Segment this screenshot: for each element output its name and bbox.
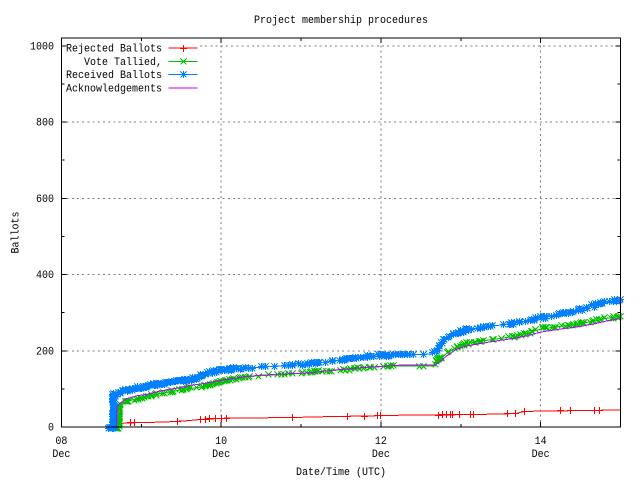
svg-text:Project membership procedures: Project membership procedures <box>254 15 428 27</box>
svg-text:800: 800 <box>36 118 54 130</box>
svg-text:Date/Time (UTC): Date/Time (UTC) <box>296 467 386 479</box>
svg-text:0: 0 <box>48 423 54 435</box>
svg-text:600: 600 <box>36 194 54 206</box>
svg-text:Dec: Dec <box>372 449 390 461</box>
svg-text:14: 14 <box>535 436 547 448</box>
svg-text:12: 12 <box>375 436 387 448</box>
svg-text:Rejected Ballots: Rejected Ballots <box>66 44 162 56</box>
svg-text:200: 200 <box>36 346 54 358</box>
svg-text:Ballots: Ballots <box>11 212 23 254</box>
svg-text:Vote Tallied,: Vote Tallied, <box>84 57 162 69</box>
svg-text:Dec: Dec <box>52 449 70 461</box>
svg-text:400: 400 <box>36 270 54 282</box>
svg-text:Dec: Dec <box>532 449 550 461</box>
svg-text:Acknowledgements: Acknowledgements <box>66 84 162 96</box>
svg-text:Received Ballots: Received Ballots <box>66 70 162 82</box>
svg-text:1000: 1000 <box>30 41 54 53</box>
svg-text:10: 10 <box>215 436 227 448</box>
svg-text:08: 08 <box>55 436 67 448</box>
svg-text:Dec: Dec <box>212 449 230 461</box>
